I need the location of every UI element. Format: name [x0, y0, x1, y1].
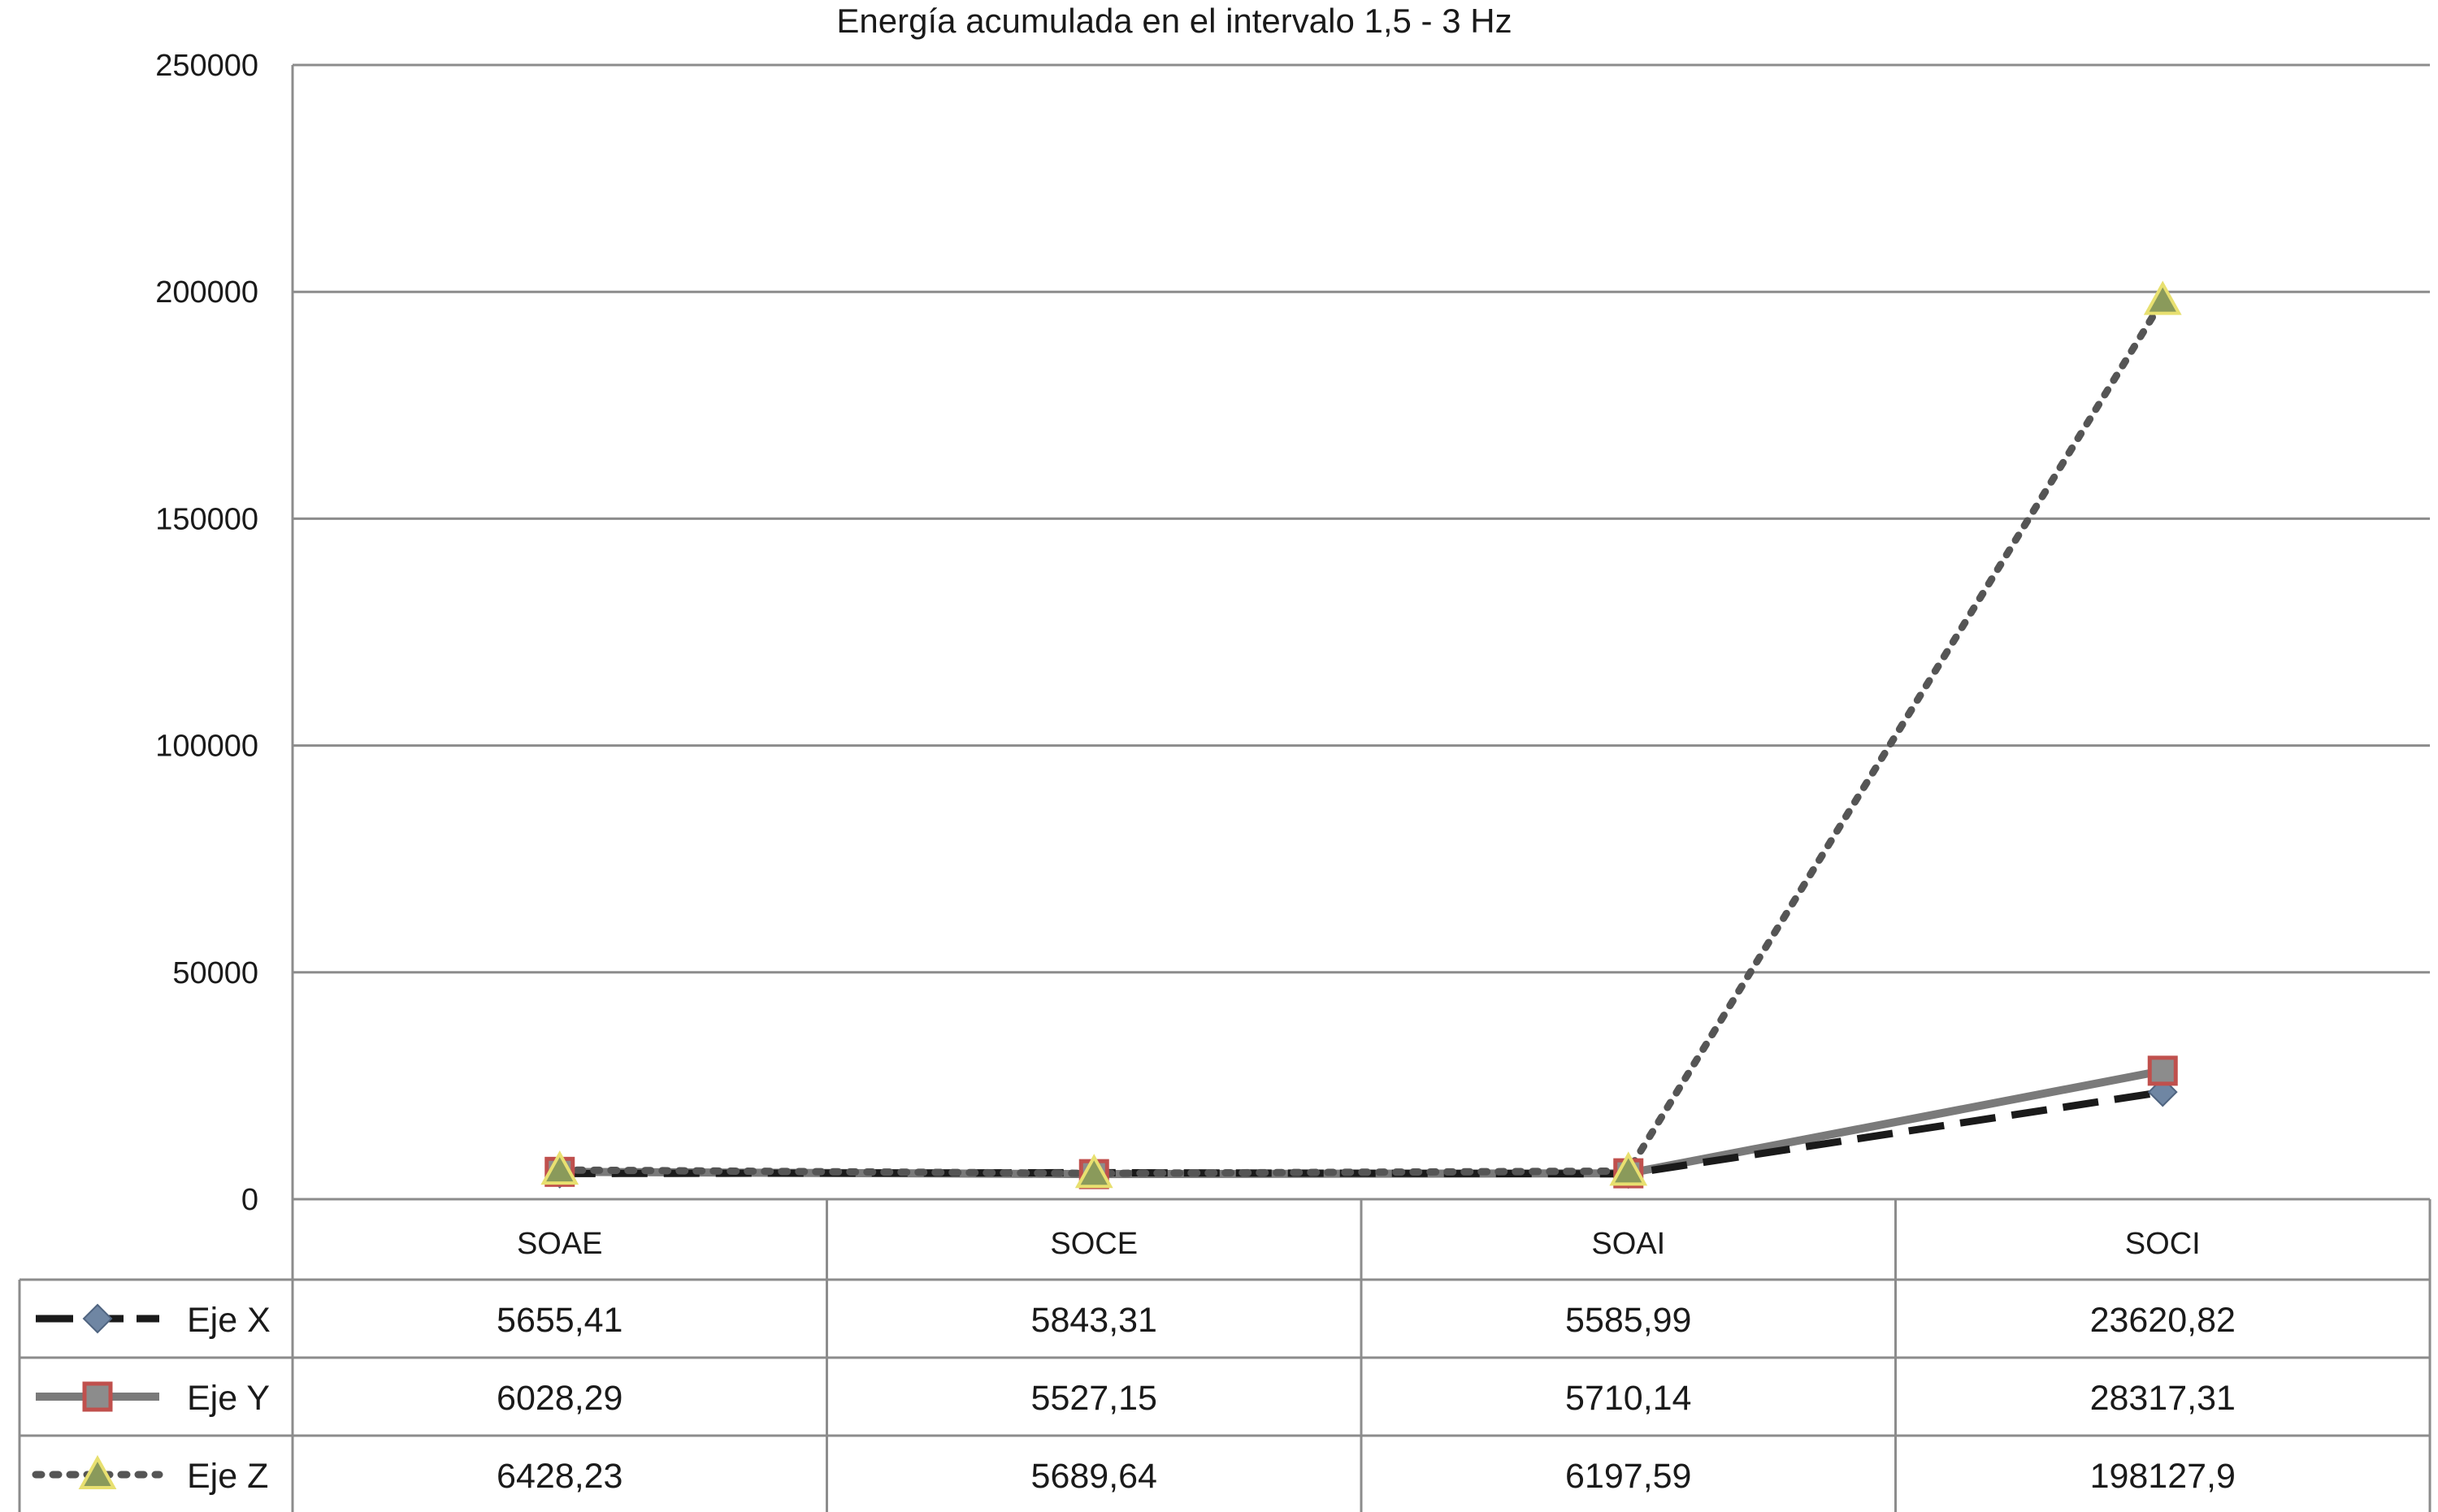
data-point-eje-z	[1609, 1151, 1648, 1186]
data-table-cell: 23620,82	[2090, 1301, 2236, 1340]
data-table-cell: 28317,31	[2090, 1379, 2236, 1418]
data-table-cell: 6028,29	[497, 1379, 623, 1418]
legend-marker-eje-y	[82, 1381, 113, 1412]
y-tick-label: 50000	[172, 956, 258, 990]
data-table-cell: 6197,59	[1565, 1457, 1691, 1496]
x-tick-label: SOCE	[1050, 1227, 1138, 1261]
y-axis-ticks: 0 50000 100000 150000 200000 250000	[155, 49, 258, 1217]
x-tick-label: SOCI	[2125, 1227, 2201, 1261]
data-table: SOAE SOCE SOAI SOCI Eje X 5655,41 5843,31 5585,…	[18, 1199, 2431, 1512]
legend-label: Eje Z	[187, 1457, 268, 1496]
data-table-cell: 5655,41	[497, 1301, 623, 1340]
data-point-eje-z	[2143, 280, 2182, 315]
y-tick-label: 100000	[155, 730, 258, 764]
y-tick-label: 150000	[155, 502, 258, 536]
data-table-cell: 5710,14	[1565, 1379, 1691, 1418]
data-table-cell: 6428,23	[497, 1457, 623, 1496]
data-table-cell: 5689,64	[1031, 1457, 1157, 1496]
series-line-eje-x	[559, 1088, 2163, 1178]
x-tick-label: SOAI	[1591, 1227, 1665, 1261]
legend-label: Eje X	[187, 1301, 271, 1340]
series-markers	[540, 280, 2182, 1189]
series-lines	[556, 297, 2167, 1179]
series-line-eje-y	[559, 1066, 2164, 1179]
series-line-eje-z	[556, 297, 2167, 1177]
legend-label: Eje Y	[187, 1379, 270, 1418]
data-point-eje-y	[2147, 1055, 2178, 1086]
gridlines	[293, 63, 2430, 974]
axes	[291, 65, 2430, 1201]
legend-marker-eje-x	[82, 1303, 113, 1334]
chart-title: Energía acumulada en el intervalo 1,5 - …	[836, 2, 1512, 40]
data-table-cell: 5585,99	[1565, 1301, 1691, 1340]
y-tick-label: 0	[241, 1183, 258, 1217]
data-table-cell: 5843,31	[1031, 1301, 1157, 1340]
x-tick-label: SOAE	[517, 1227, 603, 1261]
data-table-cell: 5527,15	[1031, 1379, 1157, 1418]
legend-marker-eje-z	[78, 1454, 117, 1489]
data-table-cell: 198127,9	[2090, 1457, 2236, 1496]
y-tick-label: 250000	[155, 49, 258, 83]
data-point-eje-z	[540, 1150, 579, 1185]
data-point-eje-z	[1074, 1154, 1113, 1189]
y-tick-label: 200000	[155, 275, 258, 310]
